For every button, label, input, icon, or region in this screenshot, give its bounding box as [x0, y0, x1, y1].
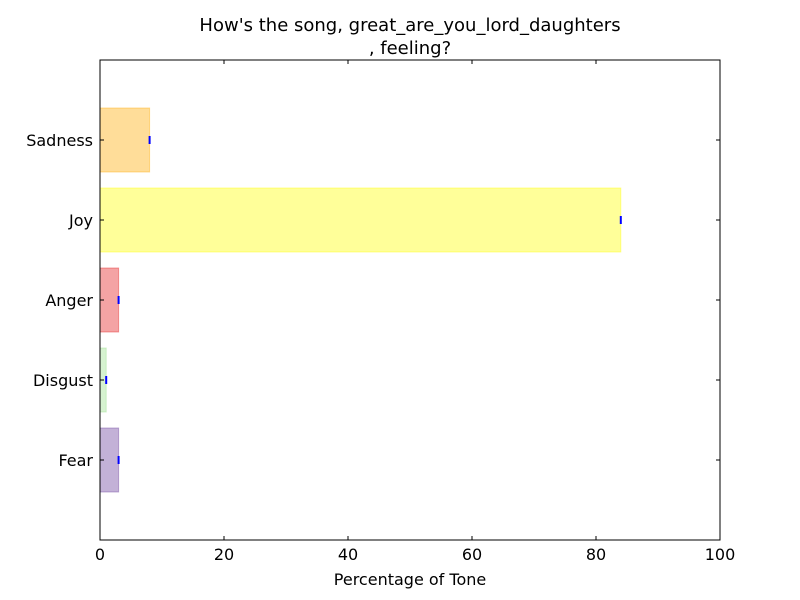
x-tick-label-4: 80: [586, 545, 606, 564]
y-tick-label-joy: Joy: [68, 211, 93, 230]
y-ticks-group: Fear Disgust Anger Joy Sadness: [26, 131, 720, 470]
markers-group: [105, 136, 622, 464]
x-tick-label-1: 20: [214, 545, 234, 564]
x-tick-label-5: 100: [705, 545, 736, 564]
y-tick-label-anger: Anger: [45, 291, 93, 310]
plot-area-frame: [99, 59, 721, 541]
bar-joy: [99, 187, 622, 253]
bar-sadness: [99, 107, 151, 173]
y-tick-label-disgust: Disgust: [33, 371, 93, 390]
y-tick-label-sadness: Sadness: [26, 131, 93, 150]
x-tick-label-3: 60: [462, 545, 482, 564]
chart-title-line-1: How's the song, great_are_you_lord_daugh…: [199, 15, 620, 36]
bars-group: [99, 107, 622, 493]
x-tick-label-0: 0: [95, 545, 105, 564]
y-tick-label-fear: Fear: [58, 451, 93, 470]
x-tick-label-2: 40: [338, 545, 358, 564]
x-ticks-group: 0 20 40 60 80 100: [95, 60, 735, 564]
x-axis-label: Percentage of Tone: [334, 570, 486, 589]
chart-title-line-2: , feeling?: [369, 38, 451, 59]
